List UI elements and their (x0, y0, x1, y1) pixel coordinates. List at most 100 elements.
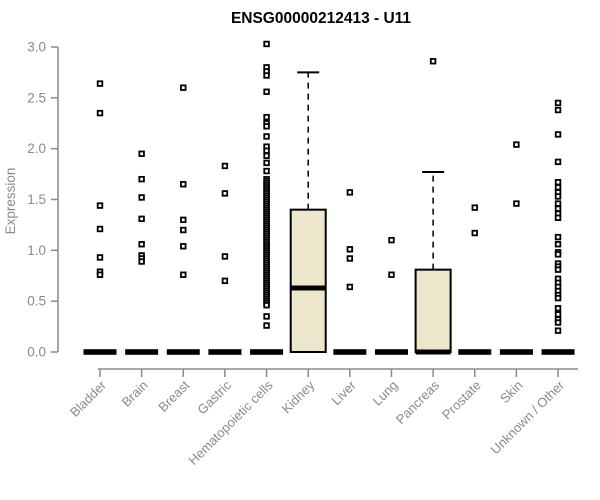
category-label: Skin (497, 378, 525, 406)
outlier-point (263, 152, 270, 159)
category-label: Breast (155, 377, 192, 414)
outlier-point (388, 236, 395, 244)
outlier-point (429, 58, 437, 65)
category-label: Bladder (67, 377, 110, 420)
outlier-point (138, 194, 145, 201)
flattened-box (208, 349, 242, 355)
category-label: Pancreas (393, 377, 443, 427)
outlier-point (554, 214, 562, 221)
plot-area: 0.0 0.5 1.0 1.5 2.0 2.5 3.0 Bladder Brain Breast G… (27, 40, 578, 468)
outlier-point (554, 251, 562, 258)
outlier-point (180, 216, 187, 224)
outlier-point (138, 215, 145, 223)
box (414, 268, 452, 353)
outlier-point (180, 84, 187, 91)
y-tick-label: 1.0 (27, 243, 46, 258)
flattened-box (499, 349, 533, 355)
flattened-box (374, 349, 408, 355)
outlier-point (554, 179, 562, 186)
chart-title: ENSG00000212413 - U11 (231, 10, 411, 27)
outlier-point (263, 72, 270, 79)
outlier-point (554, 205, 562, 212)
y-tick-label: 2.5 (27, 90, 46, 105)
outlier-point (263, 88, 270, 95)
y-tick-label: 3.0 (27, 40, 46, 55)
outlier-point (138, 241, 145, 248)
flattened-box (541, 349, 575, 355)
outlier-point (513, 200, 520, 207)
outlier-point (554, 305, 562, 312)
outlier-point (96, 254, 104, 261)
outlier-point (554, 106, 562, 114)
category-label: Lung (370, 378, 401, 409)
outlier-point (138, 150, 145, 157)
outlier-point (96, 202, 104, 209)
flattened-box (125, 349, 159, 355)
outlier-point (263, 159, 270, 167)
flattened-box (333, 349, 367, 355)
outlier-point (221, 277, 229, 285)
category-label: Brain (119, 378, 151, 410)
outlier-point (263, 167, 270, 175)
outlier-point (221, 190, 229, 197)
outlier-point (180, 181, 187, 188)
outlier-point (554, 131, 562, 138)
outlier-point (554, 319, 562, 326)
outlier-point (471, 204, 478, 211)
outlier-point (554, 233, 562, 241)
outlier-point (221, 162, 229, 170)
outlier-point (388, 271, 395, 278)
outlier-point (263, 302, 270, 309)
outlier-point (263, 133, 270, 140)
category-label: Liver (328, 377, 359, 408)
outlier-point (554, 200, 562, 207)
flattened-box (166, 349, 200, 355)
flattened-box (250, 349, 284, 355)
outlier-point (263, 113, 270, 121)
flattened-box (83, 349, 117, 355)
outlier-point (138, 175, 145, 183)
outlier-point (513, 141, 520, 148)
outlier-point (263, 313, 270, 320)
outlier-point (263, 147, 270, 154)
outlier-point (554, 294, 562, 302)
outlier-point (554, 193, 562, 200)
outlier-point (554, 99, 562, 107)
outlier-point (263, 123, 270, 130)
outlier-point (554, 158, 562, 166)
outlier-point (554, 266, 562, 273)
outlier-point (180, 226, 187, 234)
box (289, 208, 327, 353)
y-tick-label: 2.0 (27, 141, 46, 156)
outlier-point (180, 243, 187, 250)
outlier-point (263, 322, 270, 329)
y-axis-title: Expression (3, 168, 18, 235)
outlier-point (346, 255, 354, 262)
outlier-point (180, 271, 187, 278)
outlier-point (554, 311, 562, 318)
y-tick-label: 1.5 (27, 192, 46, 207)
y-tick-label: 0.0 (27, 345, 46, 360)
category-label: Unknown / Other (488, 377, 568, 457)
outlier-point (554, 327, 562, 334)
outlier-point (346, 283, 354, 291)
y-tick-label: 0.5 (27, 294, 46, 309)
outlier-point (471, 229, 478, 237)
outlier-point (221, 253, 229, 260)
outlier-point (346, 189, 354, 196)
outlier-point (346, 246, 354, 253)
category-label: Gastric (194, 377, 234, 417)
category-label: Kidney (279, 377, 318, 416)
outlier-point (554, 241, 562, 248)
outlier-point (554, 184, 562, 191)
outlier-point (96, 80, 104, 87)
flattened-box (458, 349, 492, 355)
outlier-point (96, 109, 104, 117)
outlier-point (138, 258, 145, 265)
outlier-point (96, 225, 104, 233)
outlier-point (96, 271, 104, 278)
category-label: Prostate (439, 378, 484, 423)
outlier-point (263, 40, 270, 48)
